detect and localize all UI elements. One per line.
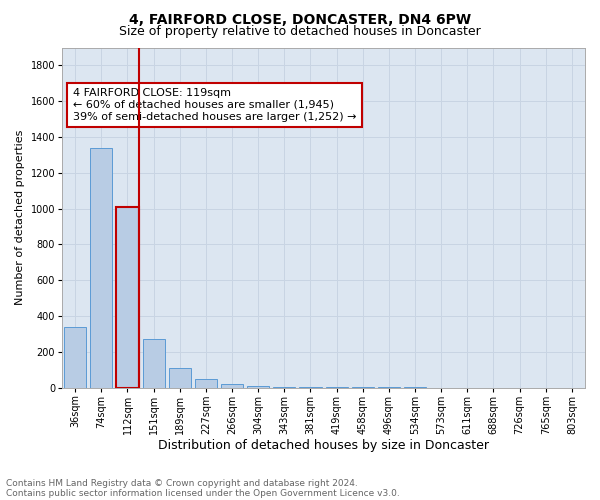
- Text: Size of property relative to detached houses in Doncaster: Size of property relative to detached ho…: [119, 25, 481, 38]
- Bar: [221, 384, 243, 388]
- Text: 4 FAIRFORD CLOSE: 119sqm
← 60% of detached houses are smaller (1,945)
39% of sem: 4 FAIRFORD CLOSE: 119sqm ← 60% of detach…: [73, 88, 356, 122]
- Text: Contains HM Land Registry data © Crown copyright and database right 2024.: Contains HM Land Registry data © Crown c…: [6, 478, 358, 488]
- Bar: [143, 339, 165, 388]
- Bar: [90, 148, 112, 388]
- Bar: [169, 368, 191, 388]
- Bar: [116, 207, 139, 388]
- Bar: [247, 386, 269, 388]
- Y-axis label: Number of detached properties: Number of detached properties: [15, 130, 25, 305]
- Text: 4, FAIRFORD CLOSE, DONCASTER, DN4 6PW: 4, FAIRFORD CLOSE, DONCASTER, DN4 6PW: [129, 12, 471, 26]
- Bar: [299, 387, 322, 388]
- Bar: [195, 378, 217, 388]
- Text: Contains public sector information licensed under the Open Government Licence v3: Contains public sector information licen…: [6, 488, 400, 498]
- X-axis label: Distribution of detached houses by size in Doncaster: Distribution of detached houses by size …: [158, 440, 489, 452]
- Bar: [273, 387, 295, 388]
- Bar: [64, 326, 86, 388]
